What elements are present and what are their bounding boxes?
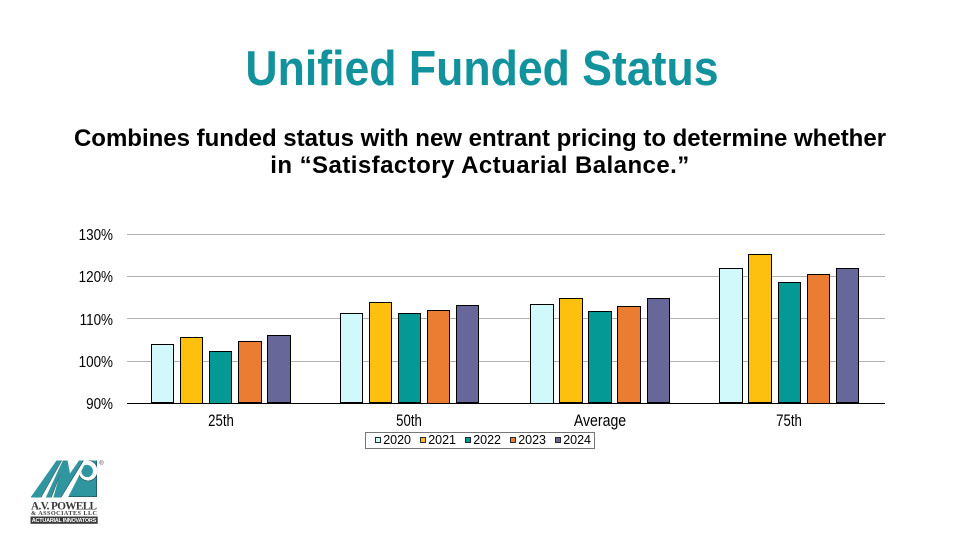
svg-text:& ASSOCIATES LLC: & ASSOCIATES LLC xyxy=(31,510,97,517)
svg-text:ACTUARIAL INNOVATORS: ACTUARIAL INNOVATORS xyxy=(32,518,97,524)
svg-text:®: ® xyxy=(99,460,104,467)
svg-text:A.V. POWELL: A.V. POWELL xyxy=(31,501,97,513)
